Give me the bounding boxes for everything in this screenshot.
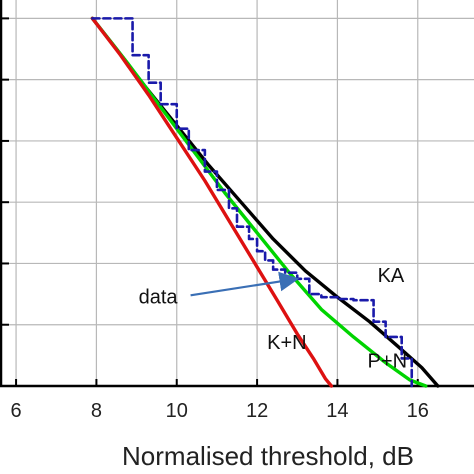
x-tick-label: 8	[91, 400, 102, 422]
axes	[0, 0, 474, 388]
series-line-p-n	[90, 16, 428, 388]
x-tick-label: 6	[11, 400, 22, 422]
x-tick-label: 16	[407, 400, 429, 422]
annotation-p-n: P+N	[368, 351, 407, 373]
x-axis-label: Normalised threshold, dB	[122, 441, 414, 471]
x-tick-label: 12	[246, 400, 268, 422]
annotation-layer: KA P+N K+N data	[139, 265, 407, 373]
annotation-arrow	[190, 271, 300, 297]
tick-labels: 6 8 10 12 14 16	[11, 400, 429, 422]
grid	[0, 0, 474, 386]
series-layer	[90, 16, 440, 388]
x-tick-label: 14	[326, 400, 348, 422]
annotation-k-n: K+N	[267, 332, 306, 354]
annotation-ka: KA	[378, 265, 405, 287]
annotation-data: data	[139, 286, 179, 308]
x-tick-label: 10	[166, 400, 188, 422]
series-line-data	[91, 17, 414, 388]
series-line-k-n	[90, 16, 334, 388]
